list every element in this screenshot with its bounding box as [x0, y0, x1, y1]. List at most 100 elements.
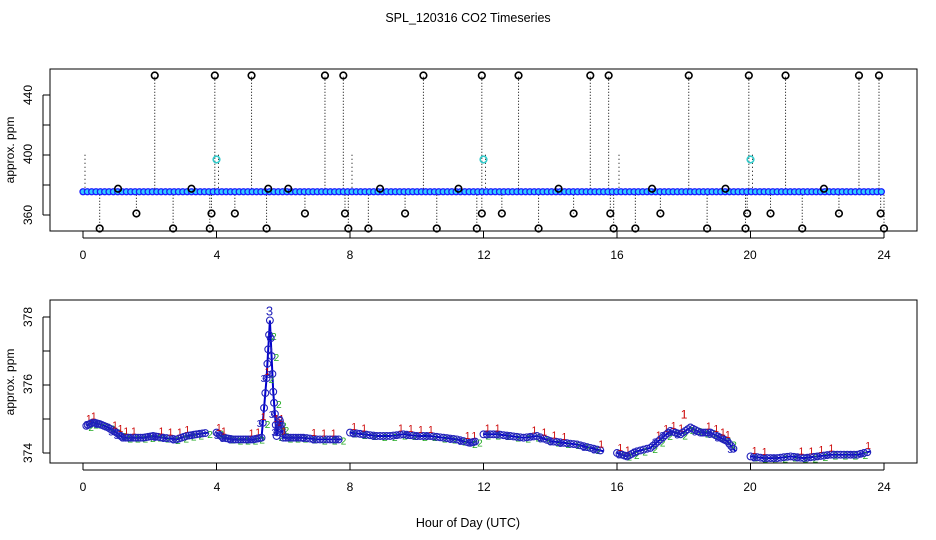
series-label-2: 2 [586, 443, 592, 454]
panel-top-xtick-label: 24 [877, 248, 891, 262]
series-marker [651, 439, 660, 448]
series-label-3: 3 [848, 451, 854, 462]
series-label-3: 3 [251, 435, 257, 446]
series-label-2: 2 [506, 432, 512, 443]
series-label-2: 2 [477, 439, 483, 450]
series-label-2: 2 [362, 431, 368, 442]
outlier-point [874, 71, 884, 80]
series-label-3: 3 [616, 451, 622, 462]
series-label-3: 3 [127, 434, 133, 445]
panel-bottom-xtick-label: 20 [743, 480, 757, 494]
outlier-point [604, 71, 613, 80]
series-label-3: 3 [714, 434, 720, 445]
panel-top: 0 4 8 12 16 20 24 360 400 440 approx. pp… [3, 68, 918, 262]
series-marker [234, 435, 243, 444]
outlier-point [95, 224, 104, 233]
series-label-1: 1 [720, 428, 726, 439]
outlier-point [876, 209, 885, 218]
outlier-point [743, 209, 752, 218]
series-label-3: 3 [214, 431, 220, 442]
outlier-point [798, 224, 807, 233]
series-label-3: 3 [266, 370, 272, 381]
outlier-point [454, 184, 463, 193]
figure-title: SPL_120316 CO2 Timeseries [385, 11, 550, 25]
panel-top-axes: 0 4 8 12 16 20 24 360 400 440 approx. pp… [3, 85, 891, 262]
series-marker [698, 428, 707, 437]
series-label-1: 1 [725, 430, 731, 441]
series-label-1: 1 [351, 422, 357, 433]
series-marker [275, 416, 284, 425]
series-label-1: 1 [255, 428, 261, 439]
series-marker [267, 352, 276, 361]
series-label-2: 2 [546, 436, 552, 447]
series-label-3: 3 [558, 439, 564, 450]
series-marker [658, 433, 667, 442]
series-label-1: 1 [495, 423, 501, 434]
outlier-point [477, 209, 486, 218]
series-label-2: 2 [265, 420, 271, 431]
outlier-point [569, 209, 578, 218]
series-label-3: 3 [484, 430, 490, 441]
series-label-1: 1 [681, 407, 688, 421]
series-label-3: 3 [351, 429, 357, 440]
series-label-2: 2 [566, 440, 572, 451]
series-marker [108, 426, 117, 434]
series-label-3: 3 [805, 453, 811, 464]
series-marker [661, 431, 670, 440]
series-label-3: 3 [152, 433, 158, 444]
series-label-2: 2 [412, 432, 418, 443]
series-label-1: 1 [428, 425, 434, 436]
series-label-1: 1 [471, 431, 477, 442]
series-marker [703, 428, 712, 437]
outlier-point [262, 224, 271, 233]
series-label-3: 3 [160, 434, 166, 445]
series-label-3: 3 [94, 420, 100, 431]
series-label-3: 3 [457, 437, 463, 448]
series-label-3: 3 [266, 304, 273, 319]
outlier-point [264, 184, 273, 193]
series-label-2: 2 [442, 434, 448, 445]
series-label-2: 2 [596, 446, 602, 457]
series-label-1: 1 [809, 446, 815, 457]
series-marker [276, 421, 285, 429]
series-marker [646, 443, 655, 452]
series-label-2: 2 [279, 433, 285, 444]
panel-bottom-xtick-label: 0 [80, 480, 87, 494]
series-marker [723, 437, 732, 446]
series-label-1: 1 [799, 447, 805, 458]
series-marker [134, 433, 143, 442]
series-label-3: 3 [371, 432, 377, 443]
series-marker [286, 433, 295, 442]
series-label-3: 3 [707, 430, 713, 441]
series-label-3: 3 [89, 419, 95, 430]
series-label-3: 3 [361, 431, 367, 442]
series-label-1: 1 [678, 423, 684, 434]
series-label-3: 3 [196, 429, 202, 440]
series-marker [471, 437, 480, 446]
panel-bottom-ytick-label: 378 [21, 307, 35, 327]
series-label-1: 1 [671, 421, 677, 432]
series-label-1: 1 [625, 445, 631, 456]
series-marker [536, 433, 545, 442]
outlier-point [606, 209, 615, 218]
series-label-1: 1 [618, 443, 624, 454]
series-label-3: 3 [624, 451, 630, 462]
series-label-3: 3 [466, 438, 472, 449]
series-label-1: 1 [249, 428, 255, 439]
series-label-1: 1 [598, 439, 604, 450]
outlier-point [721, 184, 730, 193]
outlier-point [432, 224, 441, 233]
outlier-point [187, 184, 196, 193]
outlier-point [320, 71, 330, 80]
series-label-3: 3 [394, 431, 400, 442]
outlier-point [586, 71, 595, 80]
series-label-2: 2 [516, 433, 522, 444]
series-label-1: 1 [706, 422, 712, 433]
series-marker [334, 435, 343, 444]
series-label-3: 3 [751, 453, 757, 464]
series-label-2: 2 [556, 439, 562, 450]
series-marker [261, 389, 270, 398]
panel-top-ylabel: approx. ppm [3, 117, 17, 184]
